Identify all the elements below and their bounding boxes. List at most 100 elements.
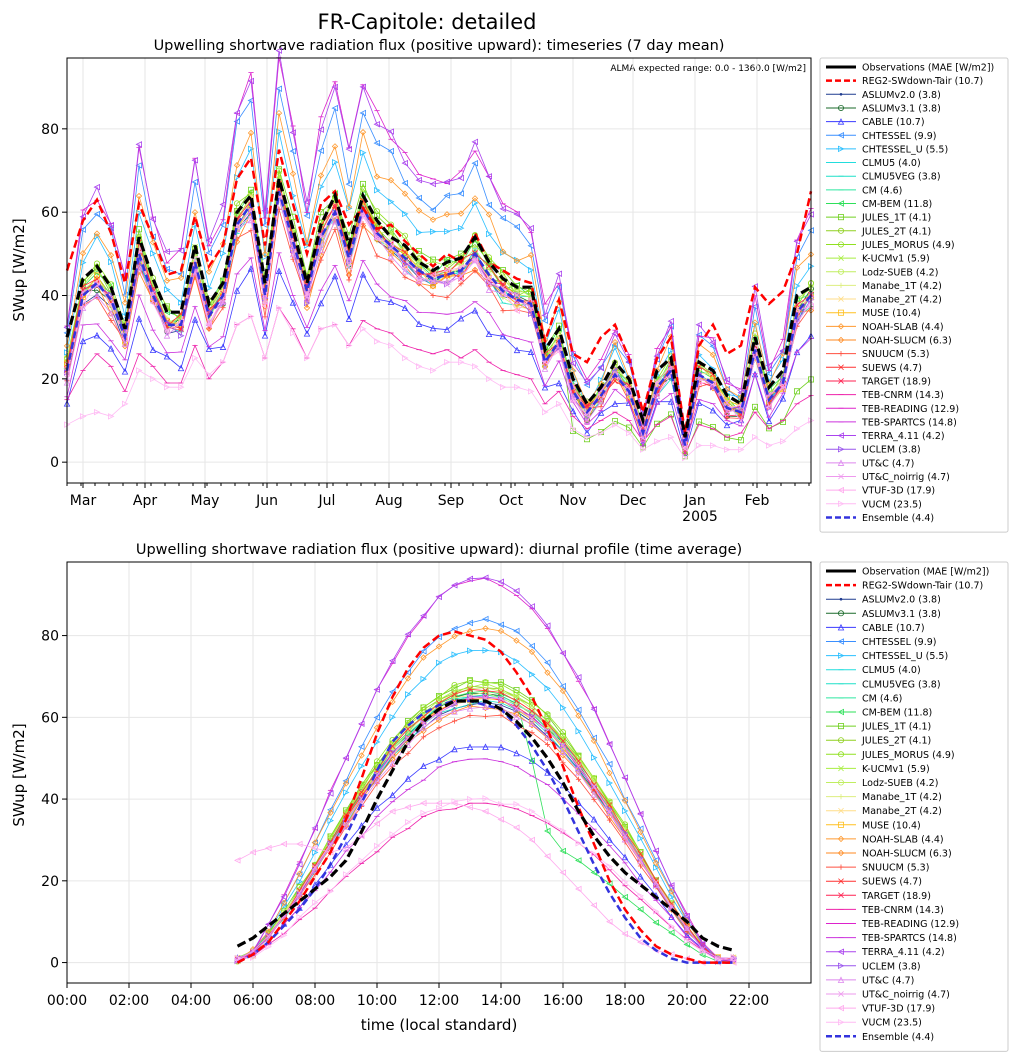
data-point bbox=[544, 741, 551, 748]
legend-label: ASLUMv3.1 (3.8) bbox=[862, 609, 941, 620]
data-point bbox=[682, 454, 689, 462]
legend-label: NOAH-SLAB (4.4) bbox=[862, 322, 944, 333]
data-point bbox=[387, 298, 395, 305]
data-point bbox=[107, 251, 115, 259]
data-point bbox=[724, 446, 731, 453]
series-noah-slucm bbox=[63, 193, 815, 450]
legend-entry-terra-4-11: TERRA_4.11 (4.2) bbox=[826, 431, 945, 442]
data-point bbox=[497, 681, 504, 688]
data-point bbox=[342, 823, 350, 830]
legend-label: TEB-READING (12.9) bbox=[861, 404, 959, 415]
legend-entry-cable: CABLE (10.7) bbox=[826, 117, 925, 128]
y-tick-label: 20 bbox=[41, 372, 59, 388]
legend-marker bbox=[837, 835, 845, 843]
legend-marker bbox=[838, 364, 844, 371]
legend-marker bbox=[837, 336, 845, 344]
x-tick-label: Dec bbox=[619, 493, 646, 509]
data-point bbox=[466, 628, 474, 635]
legend-entry-cm: CM (4.6) bbox=[826, 693, 902, 704]
series-teb-spartcs bbox=[234, 758, 737, 962]
data-point bbox=[342, 777, 349, 785]
data-point bbox=[668, 923, 675, 930]
data-point bbox=[415, 194, 422, 202]
data-point bbox=[420, 734, 427, 740]
series-ensemble bbox=[236, 699, 734, 964]
data-point bbox=[388, 342, 395, 349]
series-line bbox=[237, 696, 734, 962]
data-point bbox=[466, 619, 473, 627]
data-point bbox=[135, 192, 143, 200]
data-point bbox=[621, 774, 628, 781]
data-point bbox=[485, 286, 493, 293]
data-point bbox=[289, 299, 297, 306]
data-point bbox=[541, 312, 548, 319]
data-point bbox=[358, 743, 365, 751]
legend-label: Manabe_2T (4.2) bbox=[862, 295, 942, 306]
data-point bbox=[467, 647, 474, 654]
data-point bbox=[653, 882, 660, 889]
legend-label: UT&C (4.7) bbox=[862, 458, 914, 469]
data-point bbox=[261, 332, 269, 339]
legend-marker bbox=[838, 751, 845, 758]
data-point bbox=[738, 437, 745, 444]
legend-label: JULES_MORUS (4.9) bbox=[861, 750, 955, 761]
data-point bbox=[94, 408, 101, 416]
x-tick-label: Aug bbox=[375, 493, 402, 509]
data-point bbox=[389, 831, 396, 838]
timeseries-ylabel: SWup [W/m2] bbox=[10, 218, 28, 321]
data-point bbox=[569, 407, 577, 415]
data-point bbox=[220, 250, 227, 257]
series-line bbox=[237, 691, 734, 962]
data-point bbox=[597, 409, 605, 416]
data-point bbox=[528, 648, 536, 655]
data-point bbox=[544, 853, 551, 860]
data-point bbox=[317, 172, 325, 179]
data-point bbox=[429, 216, 437, 223]
data-point bbox=[528, 720, 536, 727]
data-point bbox=[497, 621, 504, 628]
legend-entry-clmu5: CLMU5 (4.0) bbox=[826, 665, 921, 676]
series-noah-slucm bbox=[234, 702, 737, 965]
data-point bbox=[653, 392, 661, 400]
legend-label: Manabe_1T (4.2) bbox=[862, 281, 942, 292]
data-point bbox=[709, 351, 717, 358]
data-point bbox=[681, 444, 688, 452]
data-point bbox=[402, 354, 409, 362]
data-point bbox=[327, 841, 334, 848]
data-point bbox=[668, 888, 675, 895]
data-point bbox=[528, 310, 535, 317]
data-point bbox=[205, 321, 212, 328]
data-point bbox=[611, 400, 619, 407]
data-point bbox=[752, 433, 759, 441]
data-point bbox=[443, 326, 451, 333]
data-point bbox=[472, 268, 478, 274]
data-point bbox=[178, 383, 185, 391]
data-point bbox=[205, 249, 212, 256]
legend-marker bbox=[837, 132, 844, 139]
data-point bbox=[420, 612, 427, 619]
data-point bbox=[498, 800, 505, 808]
data-point bbox=[206, 371, 213, 378]
data-point bbox=[583, 417, 591, 425]
data-point bbox=[373, 173, 381, 180]
data-point bbox=[248, 313, 255, 320]
legend-entry-manabe-1t: Manabe_1T (4.2) bbox=[826, 281, 942, 292]
data-point bbox=[135, 141, 142, 148]
data-point bbox=[723, 409, 731, 416]
data-point bbox=[250, 947, 256, 954]
data-point bbox=[358, 752, 365, 759]
data-point bbox=[575, 712, 582, 719]
legend-marker bbox=[838, 1018, 845, 1026]
data-point bbox=[429, 206, 436, 214]
data-point bbox=[327, 888, 334, 895]
data-point bbox=[443, 192, 450, 199]
x-tick-label: Oct bbox=[499, 493, 524, 509]
data-point bbox=[317, 209, 324, 216]
data-point bbox=[435, 756, 443, 763]
legend-entry-noah-slucm: NOAH-SLUCM (6.3) bbox=[826, 336, 952, 347]
legend-marker bbox=[838, 878, 844, 885]
data-point bbox=[312, 864, 318, 871]
data-point bbox=[373, 804, 381, 811]
legend-entry-k-ucmv1: K-UCMv1 (5.9) bbox=[826, 764, 930, 775]
data-point bbox=[332, 227, 338, 233]
